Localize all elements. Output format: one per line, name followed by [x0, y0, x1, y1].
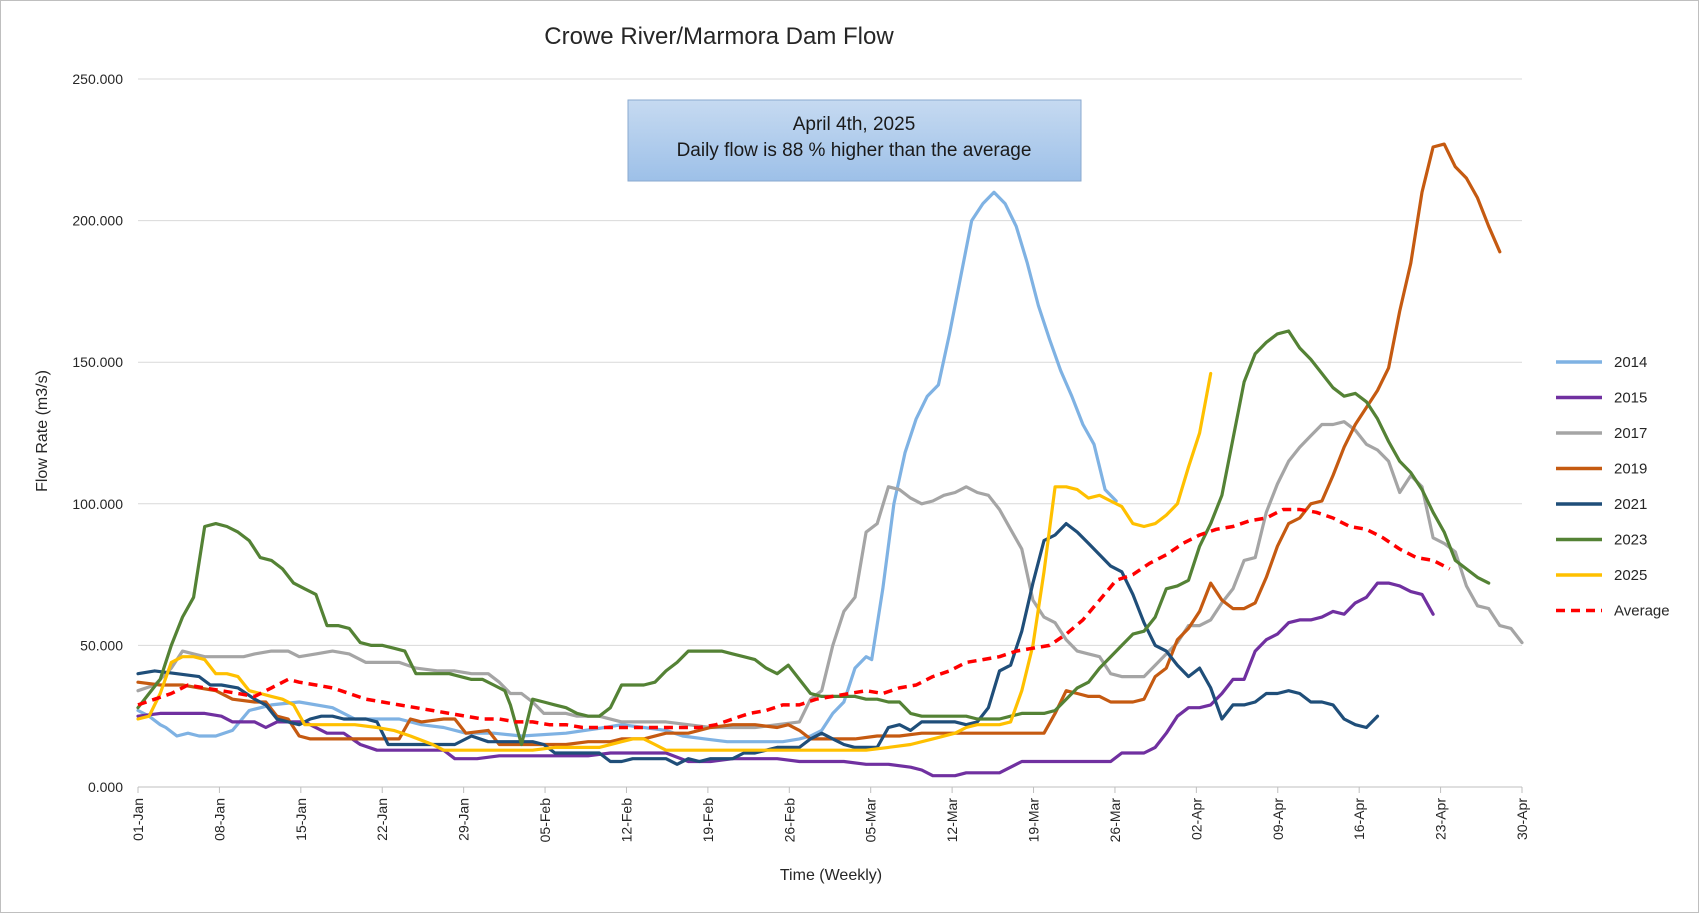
legend-label: 2019 — [1614, 461, 1647, 478]
series-line-2023 — [136, 329, 1491, 747]
legend: 2014 2015 2017 2019 2021 2023 2025 Average — [1556, 354, 1670, 620]
x-tick-label: 23-Apr — [1433, 798, 1449, 840]
x-tick-label: 26-Feb — [781, 798, 797, 843]
series-line-2025 — [136, 371, 1213, 752]
x-tick-label: 29-Jan — [456, 798, 472, 841]
x-tick-label: 09-Apr — [1270, 798, 1286, 840]
x-tick-label: 05-Feb — [537, 798, 553, 843]
legend-label: Average — [1614, 603, 1670, 620]
x-tick-label: 19-Feb — [700, 798, 716, 843]
chart-title: Crowe River/Marmora Dam Flow — [544, 23, 894, 50]
legend-label: 2021 — [1614, 496, 1647, 513]
series-line-2017 — [136, 420, 1524, 730]
annotation-date: April 4th, 2025 — [793, 114, 916, 135]
x-tick-label: 05-Mar — [863, 798, 879, 843]
series-lines — [136, 142, 1524, 778]
series-line-2014 — [136, 190, 1118, 744]
y-axis-ticks: 0.000 50.000 100.000 150.000 200.000 250.000 — [72, 71, 123, 795]
x-axis-label: Time (Weekly) — [780, 867, 882, 884]
x-tick-label: 22-Jan — [374, 798, 390, 841]
y-tick-label: 200.000 — [72, 213, 123, 229]
x-tick-label: 12-Feb — [618, 798, 634, 843]
legend-label: 2014 — [1614, 354, 1647, 371]
legend-label: 2025 — [1614, 567, 1647, 584]
y-tick-label: 150.000 — [72, 354, 123, 370]
x-tick-label: 19-Mar — [1026, 798, 1042, 843]
y-tick-label: 50.000 — [80, 637, 123, 653]
x-tick-label: 01-Jan — [130, 798, 146, 841]
legend-label: 2015 — [1614, 390, 1647, 407]
series-line-2019 — [136, 142, 1502, 747]
y-tick-label: 250.000 — [72, 71, 123, 87]
series-line-2015 — [136, 581, 1435, 778]
y-tick-label: 100.000 — [72, 496, 123, 512]
x-tick-label: 02-Apr — [1188, 798, 1204, 840]
x-tick-label: 30-Apr — [1514, 798, 1530, 840]
legend-label: 2023 — [1614, 532, 1647, 549]
x-tick-label: 16-Apr — [1351, 798, 1367, 840]
x-tick-label: 12-Mar — [944, 798, 960, 843]
x-axis-ticks: 01-Jan 08-Jan 15-Jan 22-Jan 29-Jan 05-Feb 12-F… — [130, 787, 1530, 842]
x-tick-label: 08-Jan — [211, 798, 227, 841]
annotation-background — [627, 99, 1082, 182]
y-tick-label: 0.000 — [88, 779, 123, 795]
series-line-2021 — [136, 521, 1380, 766]
annotation-box: April 4th, 2025 Daily flow is 88 % highe… — [627, 99, 1082, 182]
legend-label: 2017 — [1614, 425, 1647, 442]
series-line-average — [137, 507, 1451, 730]
gridlines — [138, 78, 1522, 646]
annotation-message: Daily flow is 88 % higher than the avera… — [677, 140, 1032, 161]
x-tick-label: 15-Jan — [293, 798, 309, 841]
x-tick-label: 26-Mar — [1107, 798, 1123, 843]
y-axis-label: Flow Rate (m3/s) — [34, 370, 51, 492]
